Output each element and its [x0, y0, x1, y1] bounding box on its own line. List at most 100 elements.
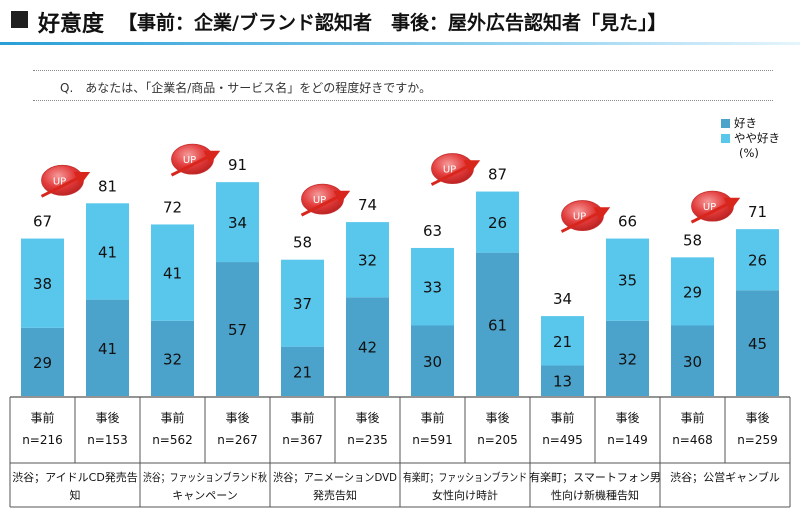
value-label-like-4: 21: [293, 363, 312, 381]
up-badge-label-9: UP: [573, 212, 586, 223]
legend-item-like: 好き: [721, 116, 780, 131]
up-badge-label-3: UP: [183, 155, 196, 166]
value-label-somewhat-5: 32: [358, 252, 377, 270]
bar-like-10: [671, 325, 714, 396]
value-label-somewhat-11: 26: [748, 252, 767, 270]
legend-label-somewhat: やや好き: [734, 131, 780, 145]
question-divider-bottom: [33, 100, 773, 101]
bar-somewhat-8: [541, 316, 584, 366]
bar-period-label-2: 事前: [160, 410, 184, 425]
value-label-like-7: 61: [488, 316, 507, 334]
bar-like-6: [411, 325, 454, 396]
bar-n-label-11: n=259: [737, 433, 778, 447]
value-label-like-9: 32: [618, 350, 637, 368]
total-label-9: 66: [618, 213, 637, 231]
question-text: Q. あなたは、「企業名/商品・サービス名」をどの程度好きですか。: [60, 81, 432, 95]
bar-n-label-8: n=495: [542, 433, 583, 447]
bar-n-label-2: n=562: [152, 433, 193, 447]
total-label-1: 81: [98, 177, 117, 195]
group-label-line1-5: 渋谷；公営ギャンブル: [670, 470, 780, 484]
up-arrow-9: [560, 207, 611, 233]
bar-somewhat-11: [736, 229, 779, 291]
bar-like-3: [216, 262, 259, 396]
bar-period-label-0: 事前: [30, 410, 54, 425]
bar-somewhat-10: [671, 257, 714, 326]
value-label-like-2: 32: [163, 350, 182, 368]
bar-n-label-0: n=216: [22, 433, 63, 447]
legend-item-somewhat: やや好き: [721, 131, 780, 146]
total-label-10: 58: [683, 231, 702, 249]
up-badge-label-7: UP: [443, 165, 456, 176]
bar-period-label-11: 事後: [745, 411, 769, 425]
total-label-3: 91: [228, 156, 247, 174]
bar-somewhat-9: [606, 238, 649, 321]
group-label-line1-1: 渋谷；ファッションブランド秋: [143, 470, 267, 484]
bar-period-label-7: 事後: [485, 411, 509, 425]
bar-period-label-6: 事前: [420, 410, 444, 425]
bar-period-label-10: 事前: [680, 410, 704, 425]
value-label-somewhat-10: 29: [683, 283, 702, 301]
bar-like-0: [21, 327, 64, 396]
bar-like-2: [151, 320, 194, 396]
group-label-line2-1: キャンペーン: [172, 489, 237, 502]
value-label-somewhat-9: 35: [618, 272, 637, 290]
category-table: 事前 n=216 事後 n=153 事前 n=562 事後 n=267 事前 n=367 事後 n=2…: [9, 396, 791, 508]
value-label-somewhat-3: 34: [228, 214, 247, 232]
total-label-11: 71: [748, 203, 767, 221]
value-label-like-0: 29: [33, 354, 52, 372]
total-label-0: 67: [33, 213, 52, 231]
bars-layer: [21, 182, 779, 396]
value-label-somewhat-2: 41: [163, 265, 182, 283]
bar-period-label-5: 事後: [355, 411, 379, 425]
group-label-line1-2: 渋谷；アニメーションDVD: [273, 471, 397, 484]
bar-n-label-5: n=235: [347, 433, 388, 447]
up-arrow-5: [300, 190, 351, 217]
bar-period-label-8: 事前: [550, 410, 574, 425]
bar-n-label-3: n=267: [217, 433, 258, 447]
total-label-7: 87: [488, 166, 507, 184]
up-badge-label-5: UP: [313, 195, 326, 206]
up-arrow-7: [430, 160, 481, 186]
total-label-8: 34: [553, 290, 572, 308]
group-label-line1-0: 渋谷；アイドルCD発売告: [12, 470, 138, 484]
bar-n-label-6: n=591: [412, 433, 453, 447]
bar-n-label-1: n=153: [87, 433, 128, 447]
group-label-line2-2: 発売告知: [313, 488, 357, 502]
bar-like-5: [346, 297, 389, 396]
legend-unit: (%): [739, 146, 759, 160]
value-label-like-1: 41: [98, 340, 117, 358]
group-label-line1-4: 有楽町；スマートフォン男: [529, 470, 661, 484]
page-subtitle: 【事前：企業/ブランド認知者 事後：屋外広告認知者「見た」】: [118, 12, 667, 34]
value-label-somewhat-7: 26: [488, 214, 507, 232]
up-arrow-11: [690, 197, 741, 224]
bar-like-1: [86, 299, 129, 396]
legend-swatch-like: [721, 119, 730, 128]
bar-like-9: [606, 320, 649, 396]
up-arrow-3: [170, 150, 221, 177]
up-arrow-1: [40, 171, 91, 198]
bar-somewhat-6: [411, 247, 454, 326]
bar-n-label-4: n=367: [282, 433, 323, 447]
bar-somewhat-0: [21, 238, 64, 328]
total-label-5: 74: [358, 196, 377, 214]
legend-swatch-somewhat: [721, 134, 730, 143]
bar-somewhat-2: [151, 224, 194, 321]
value-label-somewhat-6: 33: [423, 279, 442, 297]
bar-n-label-10: n=468: [672, 433, 713, 447]
bar-n-label-7: n=205: [477, 433, 518, 447]
value-label-somewhat-4: 37: [293, 295, 312, 313]
value-label-like-11: 45: [748, 335, 767, 353]
value-label-like-10: 30: [683, 353, 702, 371]
value-label-somewhat-1: 41: [98, 243, 117, 261]
bar-period-label-3: 事後: [225, 411, 249, 425]
page-title: 好意度: [38, 12, 105, 37]
total-label-6: 63: [423, 222, 442, 240]
value-label-like-8: 13: [553, 373, 572, 391]
bar-period-label-9: 事後: [615, 411, 639, 425]
bar-somewhat-3: [216, 182, 259, 263]
group-label-line1-3: 有楽町；ファッションブランド: [403, 470, 527, 484]
title-bullet: [11, 11, 28, 28]
chart-legend: 好き やや好き (%): [721, 116, 780, 161]
header: 好意度 【事前：企業/ブランド認知者 事後：屋外広告認知者「見た」】: [0, 0, 800, 45]
